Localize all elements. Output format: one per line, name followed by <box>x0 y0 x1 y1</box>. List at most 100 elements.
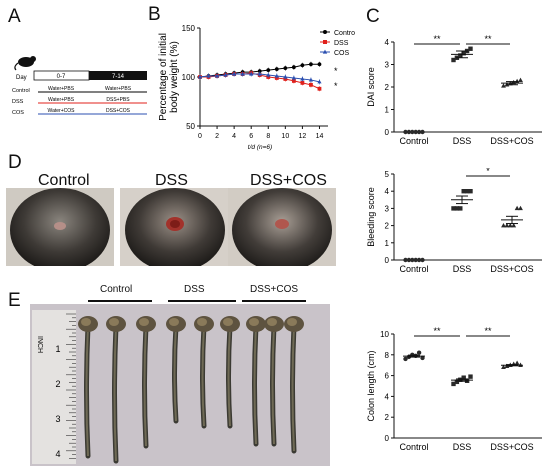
panel-letter-b: B <box>148 4 161 25</box>
chartC-category-label-0: Control <box>399 136 428 146</box>
schematic-first-0: Water+PBS <box>48 86 75 92</box>
cecum-highlight-5 <box>223 318 233 326</box>
chartC-point <box>451 57 456 63</box>
chartC-y-label: DAI score <box>366 67 376 107</box>
chartC-point <box>403 129 408 135</box>
chartC-point <box>416 129 422 135</box>
colon-highlight-3 <box>173 325 177 422</box>
chartE-ytick-label: 8 <box>385 351 390 360</box>
schematic-first-2: Water+COS <box>48 108 76 114</box>
chartC-ytick-label: 1 <box>385 106 390 115</box>
ruler-number-2: 2 <box>55 379 60 389</box>
b-point-control <box>283 66 288 71</box>
b-point-control <box>291 65 296 70</box>
chartD-ytick-label: 5 <box>385 170 390 179</box>
chartE-significance-label: ** <box>433 326 441 336</box>
schematic-group-2: COS <box>12 110 24 116</box>
chartC-significance-label: ** <box>433 34 441 44</box>
colon-highlight-1 <box>113 325 117 462</box>
schematic-first-1: Water+PBS <box>48 97 75 103</box>
chartD-ytick-label: 1 <box>385 239 390 248</box>
period-1-label: 0-7 <box>57 74 66 80</box>
period-2-label: 7-14 <box>112 74 125 80</box>
b-point-cos <box>232 71 237 76</box>
chartD-point <box>410 257 415 263</box>
chartD-point <box>464 189 470 194</box>
cecum-highlight-2 <box>139 318 149 326</box>
b-ytick-label: 150 <box>182 24 196 33</box>
chartD-ytick-label: 3 <box>385 204 390 213</box>
b-point-cos <box>257 71 262 76</box>
colon-highlight-4 <box>201 325 205 427</box>
chartD-point <box>461 189 466 194</box>
cecum-highlight-7 <box>267 318 277 326</box>
b-x-label: t/d (n=6) <box>248 144 272 151</box>
chartC-ytick-label: 0 <box>385 128 390 137</box>
chartC-point <box>461 51 466 56</box>
chartC-point <box>420 129 425 135</box>
b-point-cos <box>317 79 322 84</box>
chartE-y-label: Colon length (cm) <box>366 350 376 421</box>
chartE-point <box>451 381 456 387</box>
panel-letter-d: D <box>8 152 22 173</box>
chartC-point <box>458 53 463 58</box>
group-label-control: Control <box>100 284 133 295</box>
group-label-dss: DSS <box>184 284 205 295</box>
chartD-point <box>420 257 425 263</box>
chartD-point <box>514 205 520 211</box>
ruler: 1 2 3 4 INCH <box>32 310 76 464</box>
group-bar-dss-cos <box>242 300 306 302</box>
colon-highlight-0 <box>85 325 89 457</box>
colon-highlight-5 <box>227 325 231 427</box>
panel-letter-a: A <box>8 6 21 27</box>
b-xtick-label: 6 <box>249 133 253 140</box>
b-point-control <box>257 69 262 74</box>
b-point-cos <box>283 74 288 79</box>
photo-label-control: Control <box>38 172 90 189</box>
chartC-point <box>413 129 418 135</box>
chartC-point <box>468 46 473 51</box>
b-y-label: Percentage of initialbody weight (%) <box>158 33 180 121</box>
chartD-ytick-label: 0 <box>385 256 390 265</box>
schematic-second-0: Water+PBS <box>105 86 132 92</box>
b-point-cos <box>274 73 279 78</box>
b-xtick-label: 14 <box>316 133 324 140</box>
panel-a-schematic: Day 0-7 7-14 Control Water+PBS Water+PBS DS… <box>12 56 147 116</box>
chartD-ytick-label: 4 <box>385 187 390 196</box>
photo-dss-cos-mouse <box>228 188 336 266</box>
b-point-control <box>317 62 322 67</box>
b-xtick-label: 2 <box>215 133 219 140</box>
photo-label-dss: DSS <box>155 172 188 189</box>
chartE-ytick-label: 0 <box>385 434 390 443</box>
b-point-dss <box>309 82 313 87</box>
chartE-point <box>514 360 520 365</box>
chartD-category-label-0: Control <box>399 264 428 274</box>
colon-highlight-6 <box>253 325 257 445</box>
chartE-ytick-label: 2 <box>385 413 390 422</box>
group-bar-control <box>88 300 152 302</box>
chartC-ytick-label: 2 <box>385 83 390 92</box>
chartC-ytick-label: 3 <box>385 61 390 70</box>
b-point-cos <box>300 76 305 81</box>
b-ytick-label: 50 <box>186 122 195 131</box>
b-point-dss <box>317 86 322 91</box>
b-annotation-star-1: * <box>334 66 338 76</box>
b-point-cos <box>206 73 211 78</box>
b-y-label-line2: body weight (%) <box>169 41 180 113</box>
chart-c-dai-score: 0 1 2 3 4 DAI score Control DSS DSS+COS ** ** <box>366 34 542 146</box>
b-point-cos <box>291 75 296 80</box>
chartD-point <box>403 257 408 263</box>
chartD-y-label: Bleeding score <box>366 187 376 247</box>
chartD-point <box>507 222 513 228</box>
cecum-highlight-4 <box>197 318 207 326</box>
schematic-second-1: DSS+PBS <box>106 97 130 103</box>
chartE-ytick-label: 6 <box>385 372 390 381</box>
photo-colons: 1 2 3 4 INCH <box>30 304 330 466</box>
b-xtick-label: 0 <box>198 133 202 140</box>
chartE-category-label-0: Control <box>399 442 428 452</box>
b-point-control <box>274 67 279 72</box>
chart-e-colon-length: 0 2 4 6 8 10 Colon length (cm) Control DSS DSS+CO… <box>366 326 542 452</box>
b-point-cos <box>308 77 314 82</box>
chartD-point <box>451 206 456 211</box>
schematic-group-1: DSS <box>12 99 24 105</box>
